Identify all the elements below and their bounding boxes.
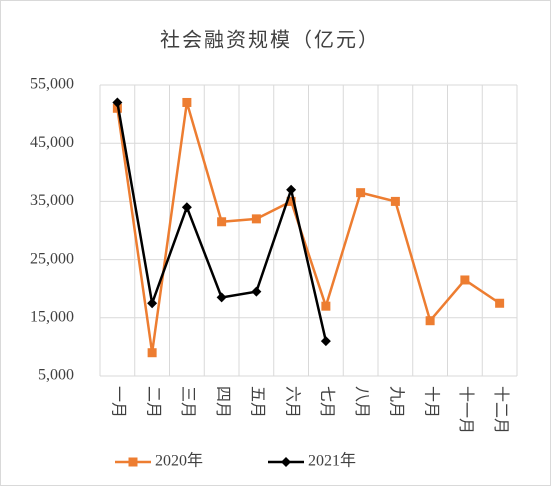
- marker: [460, 275, 470, 285]
- marker: [147, 298, 158, 309]
- y-tick-label: 25,000: [30, 250, 74, 267]
- x-tick-label: 九月: [388, 386, 406, 418]
- marker: [495, 298, 505, 308]
- marker: [128, 457, 138, 467]
- x-tick-label: 二月: [144, 386, 161, 418]
- y-tick-label: 45,000: [30, 134, 74, 151]
- marker: [182, 97, 192, 107]
- legend-label: 2021年: [308, 452, 356, 470]
- chart-title: 社会融资规模（亿元）: [160, 29, 380, 52]
- x-tick-label: 十月: [422, 386, 440, 418]
- marker: [321, 301, 331, 311]
- marker: [181, 202, 192, 213]
- x-tick-label: 六月: [283, 386, 301, 418]
- marker: [217, 217, 227, 227]
- marker: [251, 214, 261, 224]
- x-tick-label: 三月: [179, 386, 196, 418]
- x-tick-label: 五月: [249, 386, 266, 418]
- marker: [320, 336, 331, 347]
- x-tick-label: 十二月: [492, 386, 510, 434]
- y-tick-label: 35,000: [30, 192, 74, 209]
- marker: [216, 292, 227, 303]
- x-tick-label: 十一月: [457, 386, 475, 434]
- marker: [281, 457, 291, 467]
- series-line: [116, 102, 501, 353]
- marker: [286, 184, 297, 195]
- y-tick-label: 15,000: [30, 308, 74, 325]
- marker: [112, 97, 123, 108]
- x-tick-label: 一月: [110, 386, 127, 418]
- marker: [147, 348, 157, 358]
- marker: [251, 286, 262, 297]
- marker: [356, 188, 366, 198]
- y-tick-label: 55,000: [30, 76, 74, 93]
- x-tick-label: 七月: [318, 386, 336, 418]
- x-tick-label: 四月: [214, 386, 231, 418]
- marker: [390, 196, 400, 206]
- legend-label: 2020年: [155, 452, 203, 470]
- marker: [286, 196, 296, 206]
- marker: [425, 316, 435, 326]
- x-tick-label: 八月: [353, 386, 370, 418]
- y-tick-label: 5,000: [38, 367, 74, 384]
